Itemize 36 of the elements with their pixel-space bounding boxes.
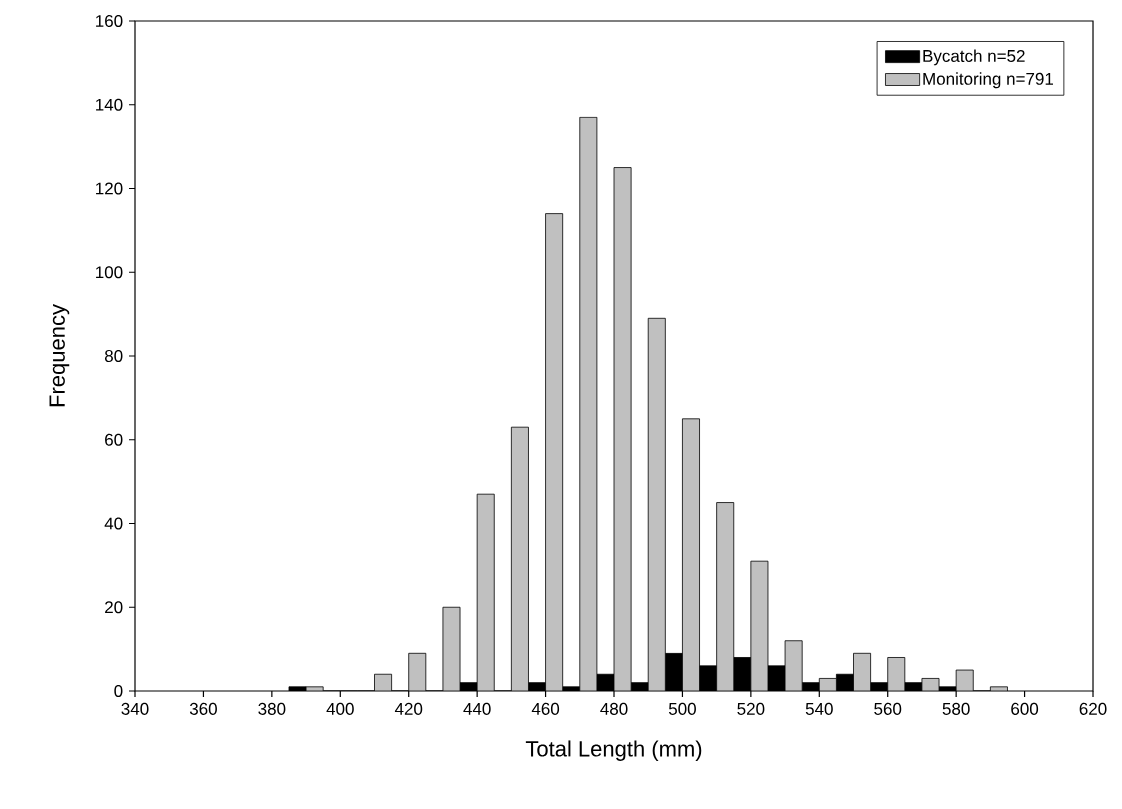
x-axis-title: Total Length (mm) (525, 740, 702, 761)
legend-label: Bycatch n=52 (923, 49, 1025, 66)
x-tick-label: 480 (600, 702, 628, 715)
x-tick-label: 380 (258, 702, 286, 715)
bar (648, 318, 666, 691)
y-tick-label: 0 (114, 684, 123, 698)
x-tick-label: 540 (805, 702, 833, 715)
bar (579, 117, 597, 691)
y-tick-label: 160 (96, 14, 123, 28)
x-tick-label: 580 (942, 702, 970, 715)
legend-label: Monitoring n=791 (923, 72, 1053, 89)
y-tick-label: 140 (96, 98, 123, 111)
bar (682, 418, 700, 691)
x-tick-label: 400 (326, 702, 354, 715)
y-tick-label: 20 (105, 601, 123, 614)
x-tick-label: 360 (189, 702, 217, 715)
x-tick-label: 420 (394, 702, 423, 715)
x-tick-label: 520 (737, 702, 765, 715)
y-tick-label: 80 (104, 349, 123, 363)
bar (511, 427, 529, 691)
bar (545, 213, 563, 691)
bar (716, 502, 734, 691)
bar (477, 494, 495, 691)
y-axis-title: Frequency (49, 304, 70, 407)
x-tick-label: 440 (463, 702, 491, 715)
x-tick-label: 460 (531, 702, 560, 715)
y-tick-label: 100 (96, 266, 123, 279)
y-tick-label: 60 (105, 433, 123, 446)
y-tick-label: 120 (96, 182, 123, 195)
bar (785, 640, 803, 691)
x-tick-label: 560 (874, 702, 902, 715)
x-tick-label: 620 (1079, 702, 1107, 715)
x-tick-label: 340 (121, 702, 149, 715)
x-tick-label: 600 (1011, 702, 1039, 715)
x-tick-label: 500 (668, 702, 696, 715)
y-tick-label: 40 (104, 517, 123, 530)
